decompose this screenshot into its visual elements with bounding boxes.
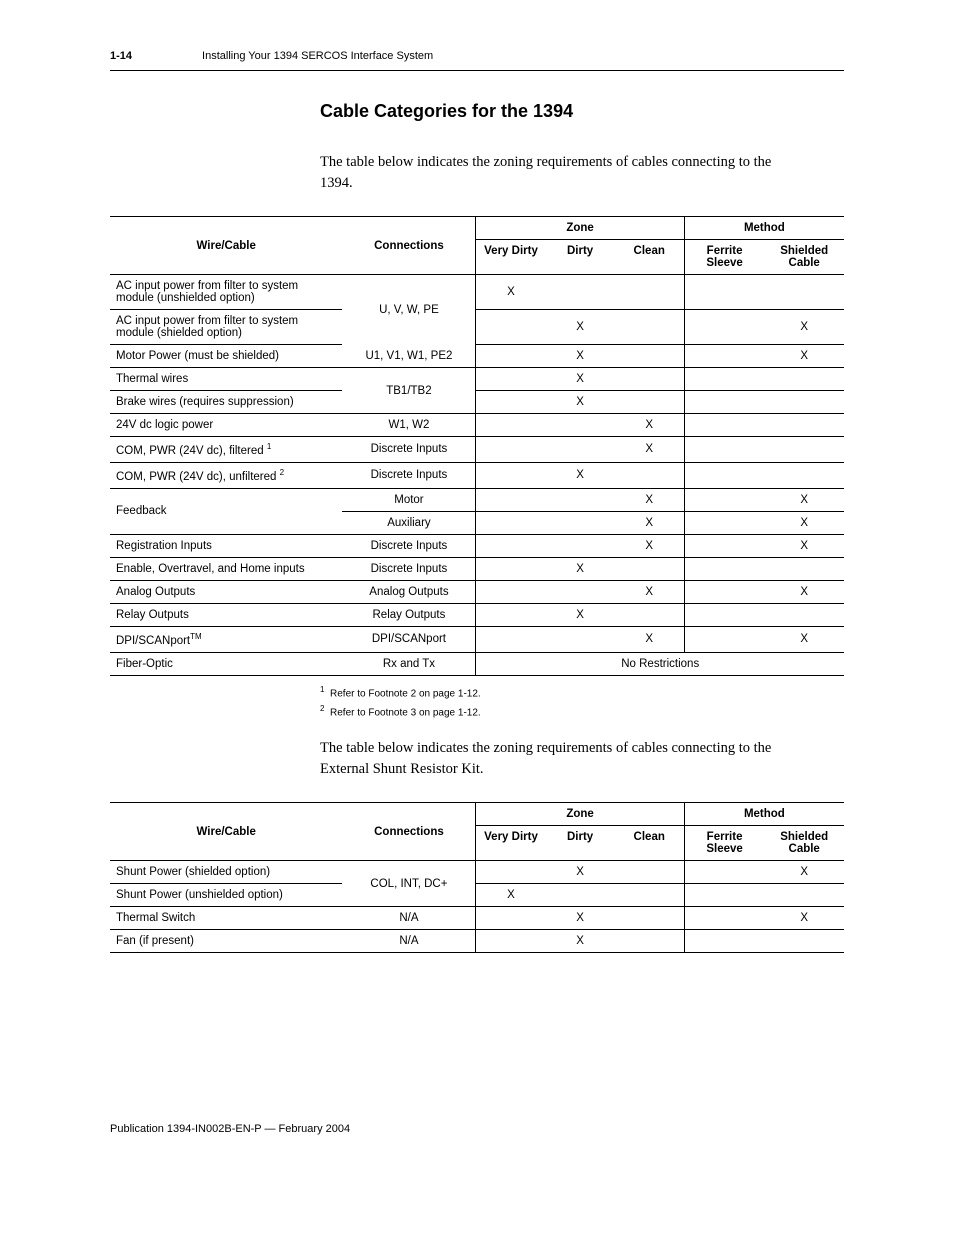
col-very-dirty: Very Dirty: [476, 240, 546, 275]
cable-categories-table-2: Wire/Cable Connections Zone Method Very …: [110, 802, 844, 953]
table-row: 24V dc logic powerW1, W2 X: [110, 414, 844, 437]
table-row: FeedbackMotor X X: [110, 488, 844, 511]
table-row: Fan (if present)N/A X: [110, 930, 844, 953]
col-wire-cable: Wire/Cable: [110, 803, 342, 861]
footnote-1: 1 Refer to Footnote 2 on page 1-12.: [320, 684, 844, 701]
page-header: 1-14 Installing Your 1394 SERCOS Interfa…: [110, 50, 844, 62]
col-dirty: Dirty: [546, 826, 615, 861]
publication-info: Publication 1394-IN002B-EN-P — February …: [110, 1123, 844, 1135]
col-shielded-cable: Shielded Cable: [764, 826, 844, 861]
table-row: DPI/SCANportTMDPI/SCANport X X: [110, 626, 844, 652]
chapter-title: Installing Your 1394 SERCOS Interface Sy…: [202, 50, 433, 62]
intro-paragraph-2: The table below indicates the zoning req…: [320, 738, 780, 780]
col-clean: Clean: [615, 240, 685, 275]
table-row: Thermal wiresTB1/TB2 X: [110, 368, 844, 391]
col-ferrite-sleeve: Ferrite Sleeve: [684, 240, 764, 275]
table-row: Shunt Power (shielded option)COL, INT, D…: [110, 861, 844, 884]
table-row: COM, PWR (24V dc), unfiltered 2Discrete …: [110, 462, 844, 488]
section-heading: Cable Categories for the 1394: [320, 101, 844, 122]
table-row: Relay OutputsRelay Outputs X: [110, 603, 844, 626]
table-row: Registration InputsDiscrete Inputs X X: [110, 534, 844, 557]
page-number: 1-14: [110, 50, 132, 62]
intro-paragraph-1: The table below indicates the zoning req…: [320, 152, 780, 194]
table-row: Analog OutputsAnalog Outputs X X: [110, 580, 844, 603]
table-row: Fiber-OpticRx and Tx No Restrictions: [110, 652, 844, 675]
cable-categories-table-1: Wire/Cable Connections Zone Method Very …: [110, 216, 844, 675]
col-dirty: Dirty: [546, 240, 615, 275]
col-clean: Clean: [615, 826, 685, 861]
table-row: Brake wires (requires suppression) X: [110, 391, 844, 414]
table-row: COM, PWR (24V dc), filtered 1Discrete In…: [110, 437, 844, 463]
header-rule: [110, 70, 844, 71]
col-group-method: Method: [684, 803, 844, 826]
table-row: Motor Power (must be shielded)U1, V1, W1…: [110, 345, 844, 368]
table-row: Thermal SwitchN/A X X: [110, 907, 844, 930]
table-row: Shunt Power (unshielded option) X: [110, 884, 844, 907]
col-very-dirty: Very Dirty: [476, 826, 546, 861]
col-group-zone: Zone: [476, 217, 684, 240]
col-wire-cable: Wire/Cable: [110, 217, 342, 275]
table-row: AC input power from filter to system mod…: [110, 275, 844, 310]
col-group-method: Method: [684, 217, 844, 240]
table-row: Enable, Overtravel, and Home inputsDiscr…: [110, 557, 844, 580]
col-group-zone: Zone: [476, 803, 684, 826]
col-connections: Connections: [342, 217, 476, 275]
col-shielded-cable: Shielded Cable: [764, 240, 844, 275]
footnote-2: 2 Refer to Footnote 3 on page 1-12.: [320, 703, 844, 720]
table-row: AC input power from filter to system mod…: [110, 310, 844, 345]
col-ferrite-sleeve: Ferrite Sleeve: [684, 826, 764, 861]
col-connections: Connections: [342, 803, 476, 861]
